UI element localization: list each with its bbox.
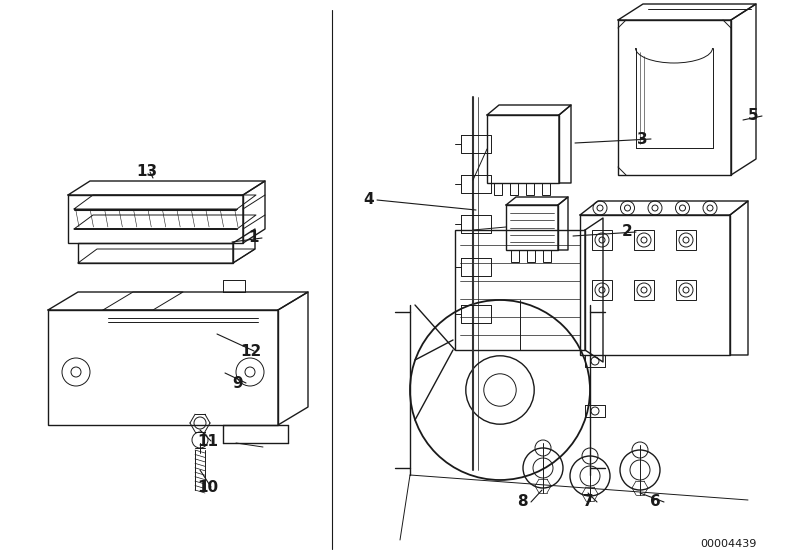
Bar <box>78 243 233 263</box>
Text: 4: 4 <box>363 192 374 207</box>
Text: 1: 1 <box>248 230 259 245</box>
Bar <box>634 230 654 250</box>
Bar <box>634 280 654 300</box>
Bar <box>48 310 278 425</box>
Bar <box>455 230 585 350</box>
Text: 00004439: 00004439 <box>701 539 757 549</box>
Bar <box>506 205 558 250</box>
Text: 9: 9 <box>232 376 243 391</box>
Bar <box>618 20 731 175</box>
Bar <box>542 183 550 195</box>
Text: 2: 2 <box>622 225 633 239</box>
Bar <box>494 183 502 195</box>
Bar <box>676 280 696 300</box>
Bar <box>510 183 518 195</box>
Text: 12: 12 <box>240 343 261 358</box>
Bar <box>592 230 612 250</box>
Bar <box>511 250 519 262</box>
Text: 3: 3 <box>637 131 648 146</box>
Text: 8: 8 <box>517 495 527 509</box>
Text: 13: 13 <box>136 164 157 179</box>
Text: 6: 6 <box>650 495 661 509</box>
Bar <box>527 250 535 262</box>
Bar <box>526 183 534 195</box>
Bar <box>68 195 243 243</box>
Bar <box>580 215 730 355</box>
Bar <box>676 230 696 250</box>
Text: 5: 5 <box>748 108 758 124</box>
Bar <box>592 280 612 300</box>
Text: 10: 10 <box>197 480 218 495</box>
Bar <box>543 250 551 262</box>
Text: 11: 11 <box>197 433 218 448</box>
Text: 7: 7 <box>583 495 594 509</box>
Bar <box>487 115 559 183</box>
